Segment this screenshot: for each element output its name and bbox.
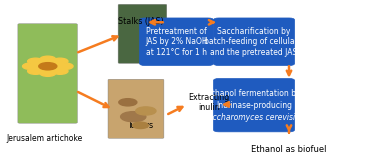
Text: Pretreatment of
JAS by 2% NaOH
at 121°C for 1 h: Pretreatment of JAS by 2% NaOH at 121°C …: [145, 27, 208, 57]
Circle shape: [23, 63, 39, 69]
Text: Extracting
inulin: Extracting inulin: [188, 93, 229, 112]
Text: Jerusalem artichoke: Jerusalem artichoke: [7, 134, 83, 143]
FancyBboxPatch shape: [118, 4, 167, 63]
Circle shape: [57, 63, 73, 69]
Circle shape: [52, 68, 68, 74]
FancyBboxPatch shape: [214, 18, 294, 66]
Circle shape: [52, 58, 68, 64]
Text: Saccharomyces cerevisiae: Saccharomyces cerevisiae: [203, 113, 305, 122]
FancyBboxPatch shape: [18, 24, 77, 123]
Text: Ethanol fermentation by: Ethanol fermentation by: [207, 89, 301, 98]
Circle shape: [31, 59, 65, 73]
FancyBboxPatch shape: [214, 78, 294, 132]
Circle shape: [133, 122, 149, 128]
Text: Tubers: Tubers: [127, 121, 153, 130]
Text: Inulinase-producing: Inulinase-producing: [216, 101, 292, 110]
Circle shape: [28, 68, 43, 74]
Circle shape: [121, 112, 146, 122]
Text: Ethanol as biofuel: Ethanol as biofuel: [251, 145, 327, 154]
Circle shape: [119, 99, 137, 106]
Circle shape: [28, 58, 43, 64]
Circle shape: [40, 56, 56, 62]
Circle shape: [39, 63, 57, 70]
Circle shape: [136, 107, 156, 115]
FancyBboxPatch shape: [108, 79, 164, 138]
Text: Saccharification by
batch-feeding of cellulase
and the pretreated JAS: Saccharification by batch-feeding of cel…: [204, 27, 304, 57]
Text: Stalks (JAS): Stalks (JAS): [118, 17, 163, 26]
Circle shape: [40, 70, 56, 76]
FancyBboxPatch shape: [139, 18, 214, 66]
